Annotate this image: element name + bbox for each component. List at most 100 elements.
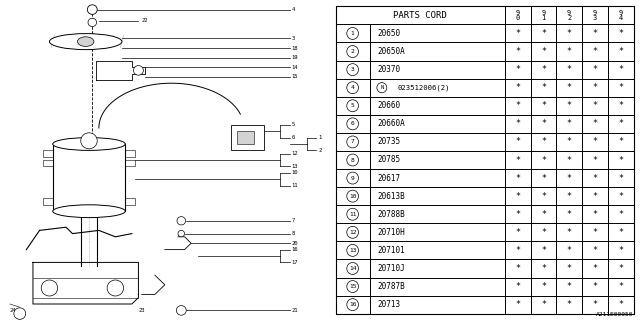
Bar (531, 151, 556, 169)
Text: 1: 1 (318, 135, 321, 140)
Bar (336, 260, 369, 277)
Text: 12: 12 (349, 230, 356, 235)
Text: *: * (593, 192, 598, 201)
Text: *: * (566, 264, 572, 273)
Bar (505, 151, 531, 169)
Text: 13: 13 (292, 164, 298, 169)
Bar (505, 60, 531, 79)
Bar (556, 169, 582, 187)
Text: *: * (515, 173, 520, 183)
Circle shape (177, 306, 186, 315)
Bar (531, 169, 556, 187)
Bar (237, 131, 254, 144)
Text: 5: 5 (351, 103, 355, 108)
Text: *: * (593, 210, 598, 219)
Bar (336, 115, 369, 133)
Circle shape (347, 190, 358, 202)
Text: 3: 3 (292, 36, 295, 41)
Bar (505, 277, 531, 296)
Ellipse shape (49, 34, 122, 50)
Text: *: * (618, 119, 623, 128)
Text: *: * (593, 228, 598, 237)
Bar (556, 133, 582, 151)
Bar (582, 115, 608, 133)
Text: *: * (566, 300, 572, 309)
Bar (505, 296, 531, 314)
Bar (608, 115, 634, 133)
Circle shape (81, 133, 97, 149)
Bar (608, 133, 634, 151)
Text: *: * (515, 246, 520, 255)
Bar (608, 24, 634, 43)
Text: 14: 14 (349, 266, 356, 271)
Bar (336, 97, 369, 115)
Text: *: * (593, 156, 598, 164)
Text: 9
2: 9 2 (567, 10, 572, 21)
Bar (582, 205, 608, 223)
Text: 20785: 20785 (377, 156, 401, 164)
Text: 2: 2 (351, 49, 355, 54)
Circle shape (347, 118, 358, 130)
Bar (531, 60, 556, 79)
Text: 9
0: 9 0 (515, 10, 520, 21)
Text: *: * (541, 173, 546, 183)
Bar (531, 6, 556, 24)
Bar (582, 43, 608, 60)
Bar (125, 198, 135, 205)
Bar (336, 133, 369, 151)
Text: 20650A: 20650A (377, 47, 405, 56)
Text: *: * (515, 156, 520, 164)
Bar (531, 24, 556, 43)
Text: 17: 17 (292, 260, 298, 265)
Text: 207101: 207101 (377, 246, 405, 255)
Bar (582, 296, 608, 314)
Bar (531, 296, 556, 314)
Text: *: * (541, 210, 546, 219)
Bar (43, 160, 52, 166)
Bar (556, 187, 582, 205)
Text: 7: 7 (292, 218, 295, 223)
Ellipse shape (52, 138, 125, 150)
Bar (608, 169, 634, 187)
Bar (582, 151, 608, 169)
Bar (556, 241, 582, 260)
Circle shape (347, 154, 358, 166)
Text: 7: 7 (351, 140, 355, 144)
Text: *: * (593, 101, 598, 110)
Ellipse shape (52, 205, 125, 218)
Bar (369, 24, 505, 43)
Bar (531, 187, 556, 205)
Bar (336, 60, 369, 79)
Bar (505, 187, 531, 205)
Bar (608, 296, 634, 314)
Text: 23: 23 (138, 308, 145, 313)
Text: *: * (618, 228, 623, 237)
Bar (505, 24, 531, 43)
Text: *: * (566, 228, 572, 237)
Text: *: * (515, 29, 520, 38)
Text: *: * (566, 192, 572, 201)
Text: 4: 4 (292, 7, 295, 12)
Circle shape (347, 45, 358, 58)
Text: 12: 12 (292, 151, 298, 156)
Text: *: * (515, 137, 520, 147)
Text: *: * (515, 47, 520, 56)
Text: *: * (566, 173, 572, 183)
Text: *: * (541, 246, 546, 255)
Text: 15: 15 (349, 284, 356, 289)
Circle shape (347, 82, 358, 94)
Text: 13: 13 (349, 248, 356, 253)
Text: *: * (566, 101, 572, 110)
Text: *: * (541, 137, 546, 147)
Text: *: * (566, 29, 572, 38)
Text: *: * (541, 264, 546, 273)
Text: *: * (515, 192, 520, 201)
Text: *: * (618, 264, 623, 273)
Bar (336, 187, 369, 205)
Text: *: * (566, 47, 572, 56)
Bar (582, 133, 608, 151)
Bar (582, 241, 608, 260)
Bar (43, 150, 52, 157)
Circle shape (347, 226, 358, 238)
Circle shape (347, 281, 358, 292)
